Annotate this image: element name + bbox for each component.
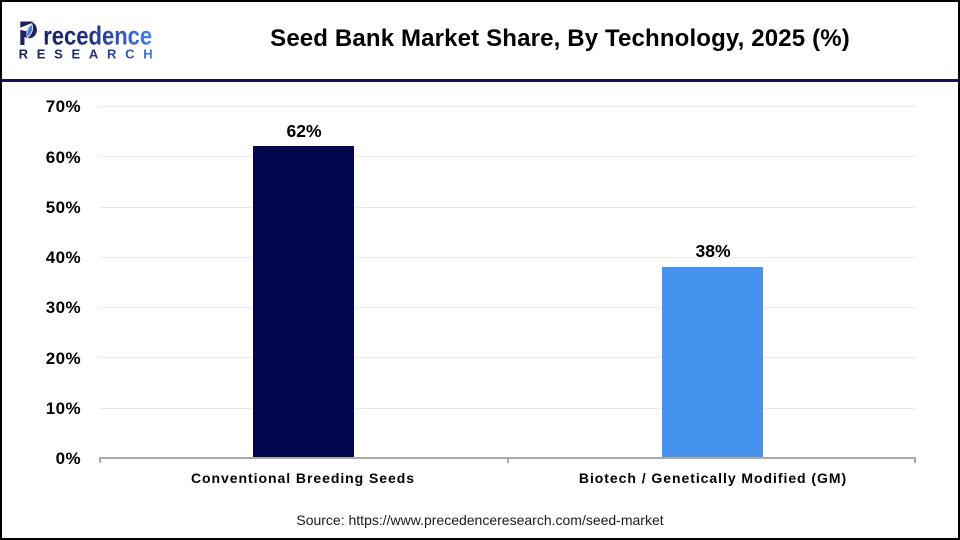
svg-text:recedence: recedence xyxy=(43,21,152,51)
svg-text:RESEARCH: RESEARCH xyxy=(19,47,160,62)
